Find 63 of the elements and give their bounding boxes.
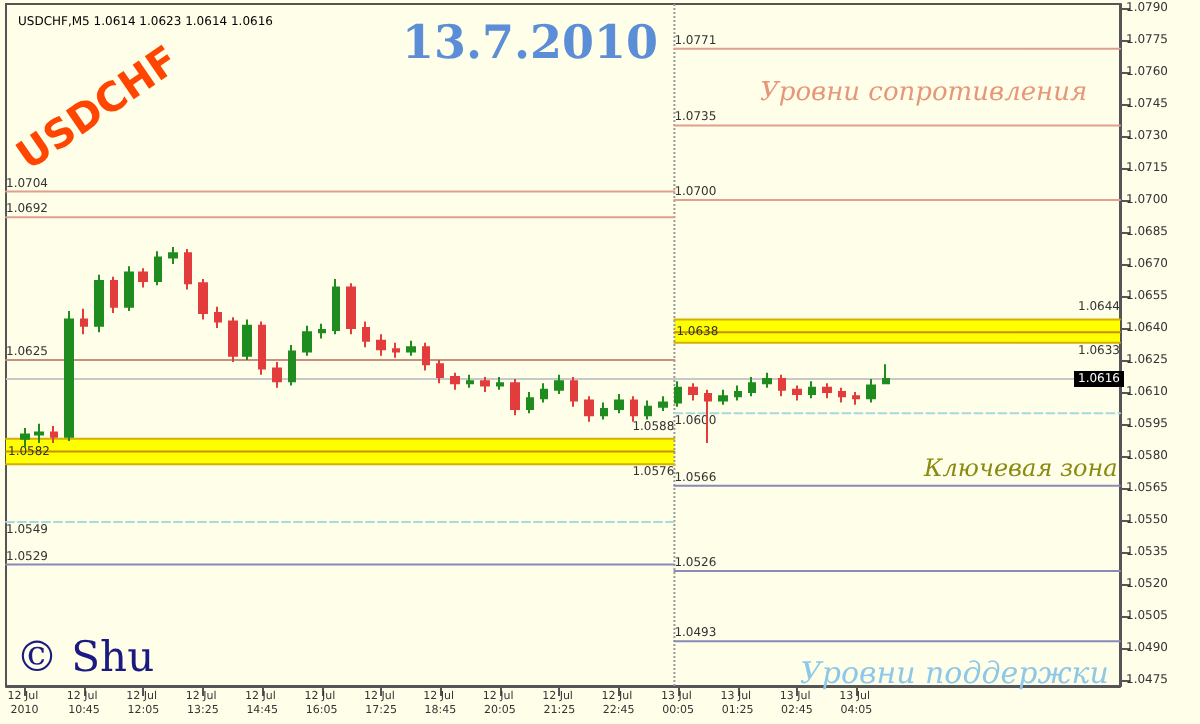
candlestick [168, 245, 178, 266]
candlestick [510, 378, 520, 417]
candlestick [496, 375, 504, 391]
candlestick [540, 382, 548, 404]
candlestick [630, 395, 638, 423]
candlestick [718, 388, 728, 406]
candlestick [792, 384, 802, 402]
annotation: Уровни поддержки [800, 655, 1109, 691]
candlestick [376, 333, 386, 357]
candlestick [554, 373, 564, 396]
candlestick [734, 384, 742, 402]
candlestick [184, 248, 192, 291]
candlestick [778, 373, 786, 398]
candlestick [526, 390, 534, 415]
candlestick [302, 324, 312, 357]
candlestick [288, 344, 296, 387]
candlestick [50, 424, 58, 445]
candlestick [436, 358, 444, 385]
candlestick [570, 375, 578, 408]
candlestick [214, 305, 222, 329]
candlestick [34, 422, 44, 445]
candlestick [466, 373, 474, 389]
candlestick [272, 361, 282, 389]
candlestick [658, 395, 668, 413]
candlestick [614, 393, 624, 415]
candlestick [866, 378, 876, 404]
chart-title: 13.7.2010 [402, 16, 659, 70]
candlestick [318, 322, 326, 340]
candlestick [808, 380, 816, 400]
annotation: Ключевая зона [922, 454, 1118, 482]
candlestick [838, 386, 846, 404]
candlestick [392, 341, 400, 359]
candlestick [688, 382, 698, 402]
candlestick [346, 282, 356, 336]
candlestick [94, 273, 104, 334]
candlestick [110, 275, 118, 315]
candlestick [138, 267, 148, 289]
candlestick [822, 382, 832, 400]
candlestick [584, 395, 594, 423]
candlestick [852, 390, 860, 406]
candlestick [762, 371, 772, 389]
annotation: Уровни сопротивления [760, 78, 1088, 108]
candlestick [242, 318, 252, 361]
candlestick [80, 307, 88, 336]
candlestick [406, 339, 416, 357]
candlestick [480, 375, 490, 393]
candlestick [450, 371, 460, 391]
annotation: © Shu [16, 633, 155, 681]
candlestick [198, 277, 208, 321]
candlestick [20, 427, 30, 449]
candlestick [154, 250, 162, 287]
candlestick [332, 277, 340, 336]
candlestick [422, 341, 430, 372]
candlestick [748, 375, 756, 398]
candlestick [600, 401, 608, 421]
candlestick [258, 320, 266, 376]
candlestick [124, 265, 134, 312]
candlestick [644, 399, 652, 421]
candlestick [228, 316, 238, 364]
candlestick [882, 363, 890, 385]
candlestick [362, 320, 370, 349]
candlestick [674, 380, 682, 408]
candlestick [64, 309, 74, 442]
